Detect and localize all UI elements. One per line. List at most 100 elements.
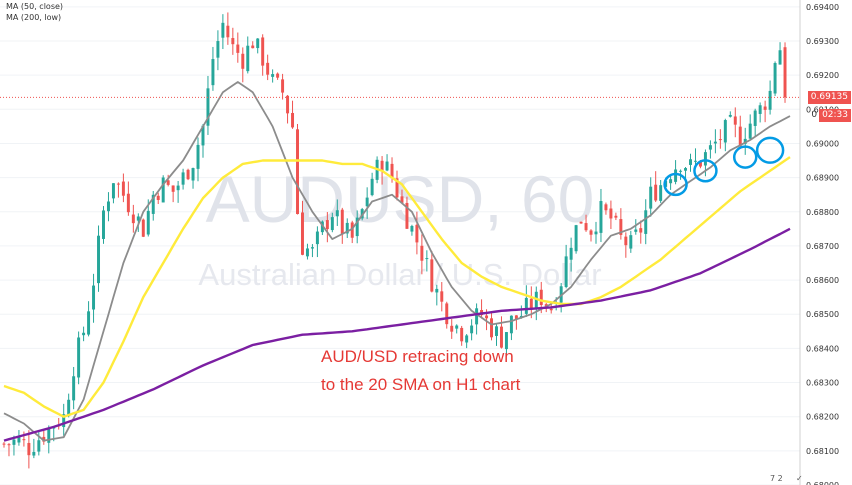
- candle-body: [524, 297, 528, 314]
- candle-body: [609, 208, 613, 219]
- time-scale-mark[interactable]: 7 2: [770, 474, 783, 483]
- candle-body: [624, 236, 628, 246]
- candle-body: [634, 229, 638, 232]
- candle-body: [415, 224, 419, 243]
- candle-body: [370, 178, 374, 196]
- candle-body: [753, 110, 757, 126]
- candle-body: [325, 220, 329, 230]
- candle-body: [42, 436, 46, 442]
- ma20-line: [3, 81, 791, 442]
- candle-body: [495, 326, 498, 336]
- candle-body: [141, 219, 145, 237]
- candle-body: [305, 248, 309, 257]
- ma50-line: [3, 156, 791, 418]
- candle-body: [689, 159, 692, 165]
- candle-body: [405, 202, 409, 229]
- candle-body: [599, 201, 603, 233]
- candle-body: [669, 179, 673, 184]
- candle-body: [425, 258, 429, 260]
- candle-body: [400, 196, 404, 203]
- candle-body: [340, 209, 344, 235]
- candle-body: [350, 222, 354, 238]
- candle-body: [67, 399, 71, 417]
- touch-circle: [663, 172, 688, 197]
- candle-body: [176, 185, 180, 191]
- candle-body: [156, 195, 160, 200]
- candle-body: [97, 235, 101, 284]
- candle-body: [649, 186, 653, 209]
- candle-body: [539, 289, 543, 306]
- candle-body: [499, 326, 503, 348]
- candle-body: [106, 201, 110, 212]
- candle-body: [12, 439, 16, 445]
- candle-body: [778, 50, 782, 65]
- candle-body: [330, 217, 334, 231]
- candle-body: [654, 184, 658, 201]
- candle-body: [549, 308, 553, 311]
- candle-body: [77, 337, 81, 378]
- candle-body: [385, 161, 389, 171]
- candle-body: [460, 327, 464, 342]
- price-axis-label: 0.68400: [806, 344, 839, 353]
- candle-body: [698, 160, 702, 167]
- touch-circle: [732, 145, 758, 169]
- price-axis-label: 0.68500: [806, 310, 839, 319]
- candle-body: [171, 185, 175, 192]
- candle-body: [440, 291, 444, 302]
- candle-body: [390, 163, 394, 179]
- candle-body: [430, 259, 434, 292]
- candle-body: [216, 41, 220, 58]
- candle-body: [614, 215, 618, 218]
- candle-body: [151, 194, 155, 214]
- candle-body: [126, 193, 130, 213]
- candle-body: [509, 315, 513, 334]
- candle-body: [485, 315, 489, 319]
- candle-body: [206, 88, 210, 126]
- candle-body: [544, 304, 548, 306]
- countdown-badge: 02:33: [819, 109, 851, 123]
- candle-body: [684, 168, 688, 171]
- candle-body: [380, 160, 384, 172]
- candle-body: [246, 45, 250, 72]
- candle-body: [475, 308, 479, 325]
- candle-body: [450, 325, 454, 332]
- touch-circle: [755, 136, 785, 164]
- price-axis-label: 0.68900: [806, 174, 839, 183]
- candle-body: [281, 79, 285, 93]
- candle-body: [166, 180, 170, 185]
- candle-body: [146, 210, 150, 235]
- candle-body: [728, 114, 732, 117]
- candle-body: [276, 73, 280, 78]
- candle-body: [748, 123, 752, 139]
- candle-body: [32, 451, 36, 456]
- annotation-line-1: AUD/USD retracing down: [321, 347, 514, 366]
- candle-body: [708, 145, 712, 150]
- candle-body: [718, 139, 722, 141]
- check-icon[interactable]: ✓: [796, 474, 803, 483]
- candle-body: [569, 247, 573, 260]
- candle-body: [395, 178, 399, 198]
- candle-body: [310, 247, 314, 249]
- candle-body: [534, 291, 538, 310]
- candle-body: [191, 168, 195, 181]
- candle-body: [92, 285, 96, 310]
- candle-body: [679, 170, 683, 172]
- candle-body: [713, 141, 717, 144]
- candle-body: [410, 225, 414, 232]
- candle-body: [7, 444, 11, 446]
- candle-body: [17, 436, 21, 443]
- candle-body: [723, 120, 727, 143]
- candle-body: [659, 185, 663, 201]
- legend-ma200-label: MA (200, low): [6, 13, 62, 22]
- candle-body: [131, 214, 135, 224]
- candle-body: [22, 439, 26, 441]
- last-price-badge: 0.69135: [807, 90, 851, 104]
- candle-body: [693, 160, 697, 162]
- candle-body: [763, 106, 767, 110]
- candle-body: [674, 169, 678, 182]
- touch-circle: [693, 159, 718, 183]
- candle-body: [300, 212, 304, 255]
- candle-body: [186, 169, 190, 180]
- candle-body: [221, 22, 225, 38]
